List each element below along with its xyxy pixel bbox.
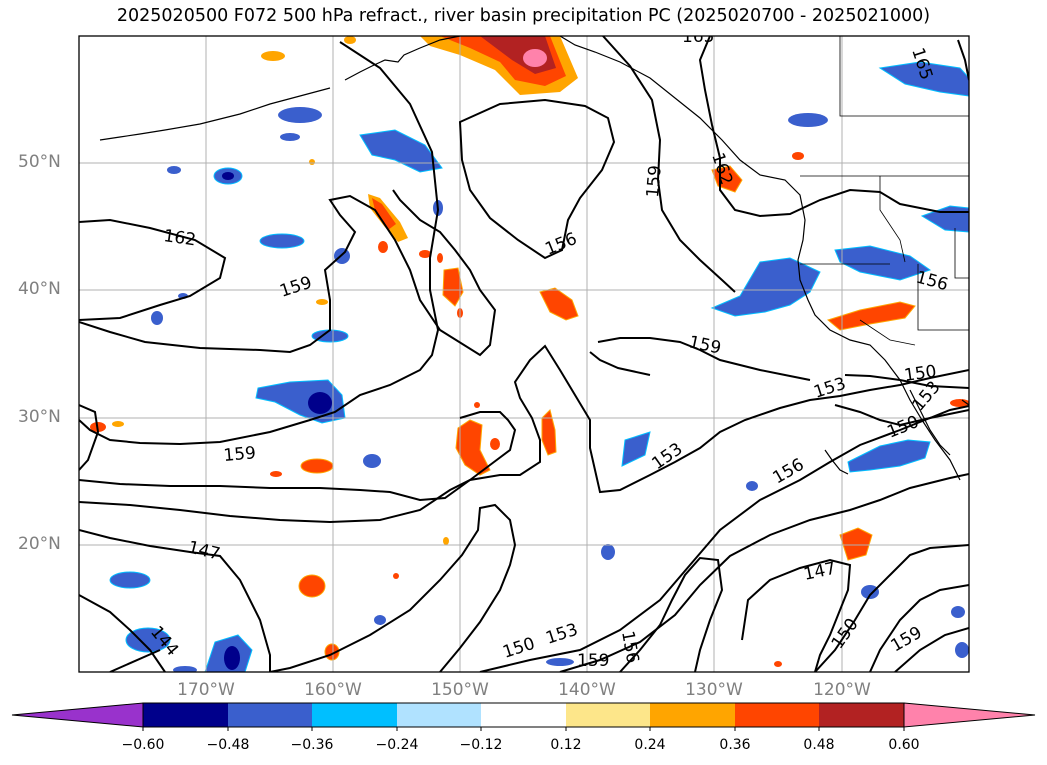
colorbar-bin bbox=[228, 703, 312, 727]
colorbar-bin bbox=[143, 703, 228, 727]
colorbar-tick-label: 0.48 bbox=[803, 737, 835, 753]
colorbar-tick-label: 0.36 bbox=[719, 737, 751, 753]
colorbar-tick-label: 0.60 bbox=[888, 737, 920, 753]
height-contours bbox=[79, 36, 969, 672]
contour-label: 159 bbox=[687, 332, 723, 358]
lat-label: 30°N bbox=[18, 407, 61, 427]
contour-label: 156 bbox=[914, 268, 951, 296]
lon-label: 150°W bbox=[431, 680, 489, 700]
colorbar-bin bbox=[312, 703, 397, 727]
contour-label: 150 bbox=[828, 615, 863, 653]
colorbar-bin bbox=[481, 703, 566, 727]
contour-labels: 162 159 156 159 159 162 165 165 159 153 … bbox=[146, 27, 951, 671]
contour-label: 159 bbox=[577, 651, 609, 671]
contour-label: 159 bbox=[223, 443, 257, 466]
contour-label: 153 bbox=[811, 374, 848, 403]
contour-label: 147 bbox=[802, 559, 838, 585]
colorbar-tick-label: −0.24 bbox=[375, 737, 419, 753]
precip-shading bbox=[90, 36, 969, 672]
borders bbox=[800, 36, 969, 346]
lon-label: 130°W bbox=[685, 680, 743, 700]
colorbar-extend-high bbox=[903, 702, 1036, 728]
colorbar-bin bbox=[566, 703, 650, 727]
contour-label: 159 bbox=[643, 164, 666, 198]
contour-label: 156 bbox=[770, 455, 808, 489]
lon-label: 170°W bbox=[177, 680, 235, 700]
contour-label: 153 bbox=[543, 620, 580, 649]
colorbar-extend-low bbox=[11, 702, 144, 728]
colorbar-tick-label: 0.12 bbox=[550, 737, 582, 753]
colorbar-tick-label: −0.12 bbox=[459, 737, 503, 753]
lat-label: 50°N bbox=[18, 152, 61, 172]
colorbar-bin bbox=[819, 703, 904, 727]
lon-label: 120°W bbox=[813, 680, 871, 700]
colorbar-tick-label: −0.60 bbox=[121, 737, 165, 753]
colorbar-tick-label: −0.48 bbox=[206, 737, 250, 753]
colorbar bbox=[11, 702, 1036, 731]
lon-label: 140°W bbox=[558, 680, 616, 700]
contour-label: 165 bbox=[682, 27, 714, 47]
contour-label: 156 bbox=[617, 629, 642, 664]
lat-label: 40°N bbox=[18, 279, 61, 299]
contour-label: 162 bbox=[707, 150, 736, 187]
lat-label: 20°N bbox=[18, 534, 61, 554]
contour-label: 162 bbox=[162, 226, 197, 250]
contour-label: 150 bbox=[884, 412, 922, 443]
lon-label: 160°W bbox=[304, 680, 362, 700]
graticule bbox=[79, 36, 969, 672]
coastlines bbox=[99, 36, 969, 481]
colorbar-bin bbox=[735, 703, 819, 727]
colorbar-bin bbox=[397, 703, 481, 727]
contour-label: 150 bbox=[903, 362, 938, 386]
map-title: 2025020500 F072 500 hPa refract., river … bbox=[116, 6, 931, 26]
contour-label: 147 bbox=[186, 537, 222, 564]
colorbar-tick-label: −0.36 bbox=[290, 737, 334, 753]
contour-label: 159 bbox=[277, 273, 314, 302]
map-frame bbox=[78, 35, 970, 673]
pos-anomaly-central bbox=[539, 287, 579, 321]
colorbar-tick-label: 0.24 bbox=[634, 737, 666, 753]
contour-label: 150 bbox=[500, 634, 537, 663]
contour-label: 153 bbox=[648, 439, 686, 474]
colorbar-bin bbox=[650, 703, 735, 727]
neg-anomaly-ca bbox=[710, 257, 821, 317]
neg-anomaly-north bbox=[359, 129, 443, 173]
contour-label: 156 bbox=[542, 229, 580, 260]
